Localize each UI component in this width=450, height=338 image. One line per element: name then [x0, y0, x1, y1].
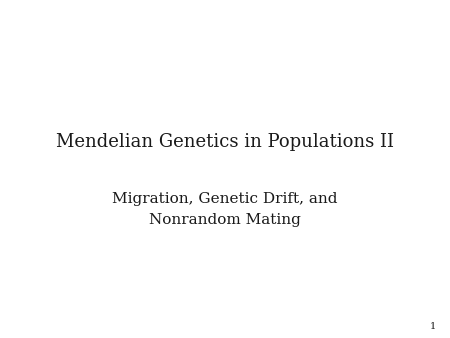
- Text: 1: 1: [430, 322, 436, 331]
- Text: Mendelian Genetics in Populations II: Mendelian Genetics in Populations II: [56, 133, 394, 151]
- Text: Migration, Genetic Drift, and
Nonrandom Mating: Migration, Genetic Drift, and Nonrandom …: [112, 192, 338, 227]
